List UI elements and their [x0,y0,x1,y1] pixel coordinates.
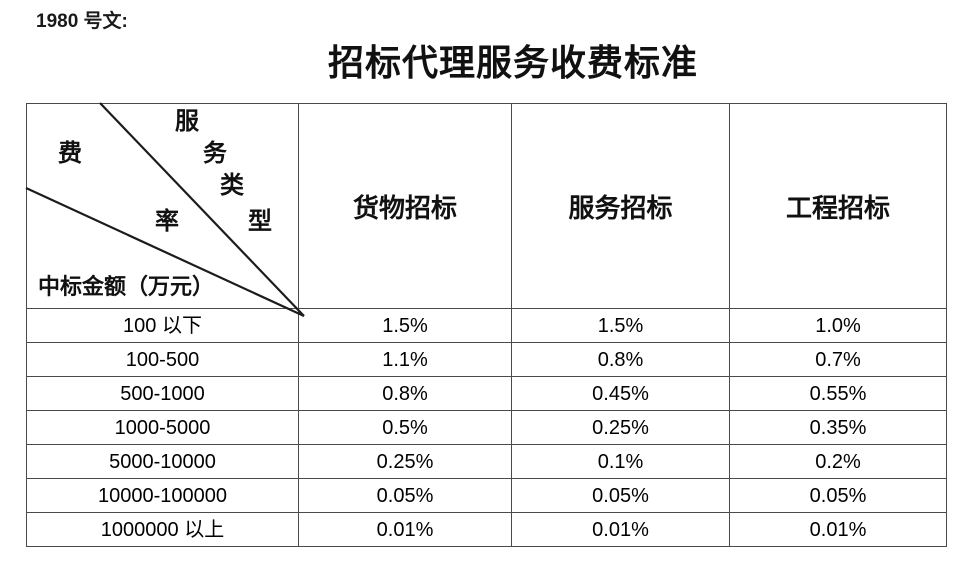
rate-cell: 0.25% [298,444,512,479]
rate-cell: 1.5% [511,308,730,343]
rate-cell: 0.1% [511,444,730,479]
rate-cell: 0.35% [729,410,947,445]
rate-cell: 1.5% [298,308,512,343]
row-axis-label: 中标金额（万元） [38,274,215,299]
table-row: 5000-10000 0.25% 0.1% 0.2% [26,444,947,479]
table-row: 100-500 1.1% 0.8% 0.7% [26,342,947,377]
value-axis-char-1: 费 [58,141,82,167]
table-row: 1000000 以上 0.01% 0.01% 0.01% [26,512,947,547]
rate-cell: 0.01% [729,512,947,547]
rate-cell: 0.25% [511,410,730,445]
rate-cell: 0.8% [511,342,730,377]
row-range-cell: 1000000 以上 [26,512,299,547]
rate-cell: 0.7% [729,342,947,377]
row-range-cell: 10000-100000 [26,478,299,513]
rate-cell: 0.45% [511,376,730,411]
row-range-cell: 5000-10000 [26,444,299,479]
rate-cell: 0.05% [729,478,947,513]
rate-cell: 0.05% [511,478,730,513]
fee-rate-table: 服 务 类 型 费 率 中标金额（万元） 货物招标 服务招标 工程招标 100 … [25,102,947,547]
row-range-cell: 100-500 [26,342,299,377]
column-header-engineering: 工程招标 [729,103,947,309]
rate-cell: 0.01% [511,512,730,547]
value-axis-char-2: 率 [155,209,179,235]
corner-header-cell: 服 务 类 型 费 率 中标金额（万元） [25,102,305,317]
rate-cell: 0.55% [729,376,947,411]
row-range-cell: 100 以下 [26,308,299,343]
rate-cell: 0.2% [729,444,947,479]
rate-cell: 1.1% [298,342,512,377]
column-header-goods: 货物招标 [298,103,512,309]
table-row: 100 以下 1.5% 1.5% 1.0% [26,308,947,343]
rate-cell: 1.0% [729,308,947,343]
column-header-services: 服务招标 [511,103,730,309]
table-row: 500-1000 0.8% 0.45% 0.55% [26,376,947,411]
document-ref-label: 1980 号文: [36,11,128,32]
rate-cell: 0.5% [298,410,512,445]
rate-cell: 0.01% [298,512,512,547]
row-range-cell: 1000-5000 [26,410,299,445]
col-axis-char-4: 型 [248,209,272,235]
col-axis-char-2: 务 [203,141,227,167]
rate-cell: 0.05% [298,478,512,513]
table-header-row: 服 务 类 型 费 率 中标金额（万元） 货物招标 服务招标 工程招标 [25,102,947,317]
table-row: 10000-100000 0.05% 0.05% 0.05% [26,478,947,513]
table-row: 1000-5000 0.5% 0.25% 0.35% [26,410,947,445]
row-range-cell: 500-1000 [26,376,299,411]
page-title: 招标代理服务收费标准 [327,43,698,83]
col-axis-char-1: 服 [175,109,199,135]
diagonal-divider-lines [25,102,305,317]
col-axis-char-3: 类 [220,173,244,199]
rate-cell: 0.8% [298,376,512,411]
